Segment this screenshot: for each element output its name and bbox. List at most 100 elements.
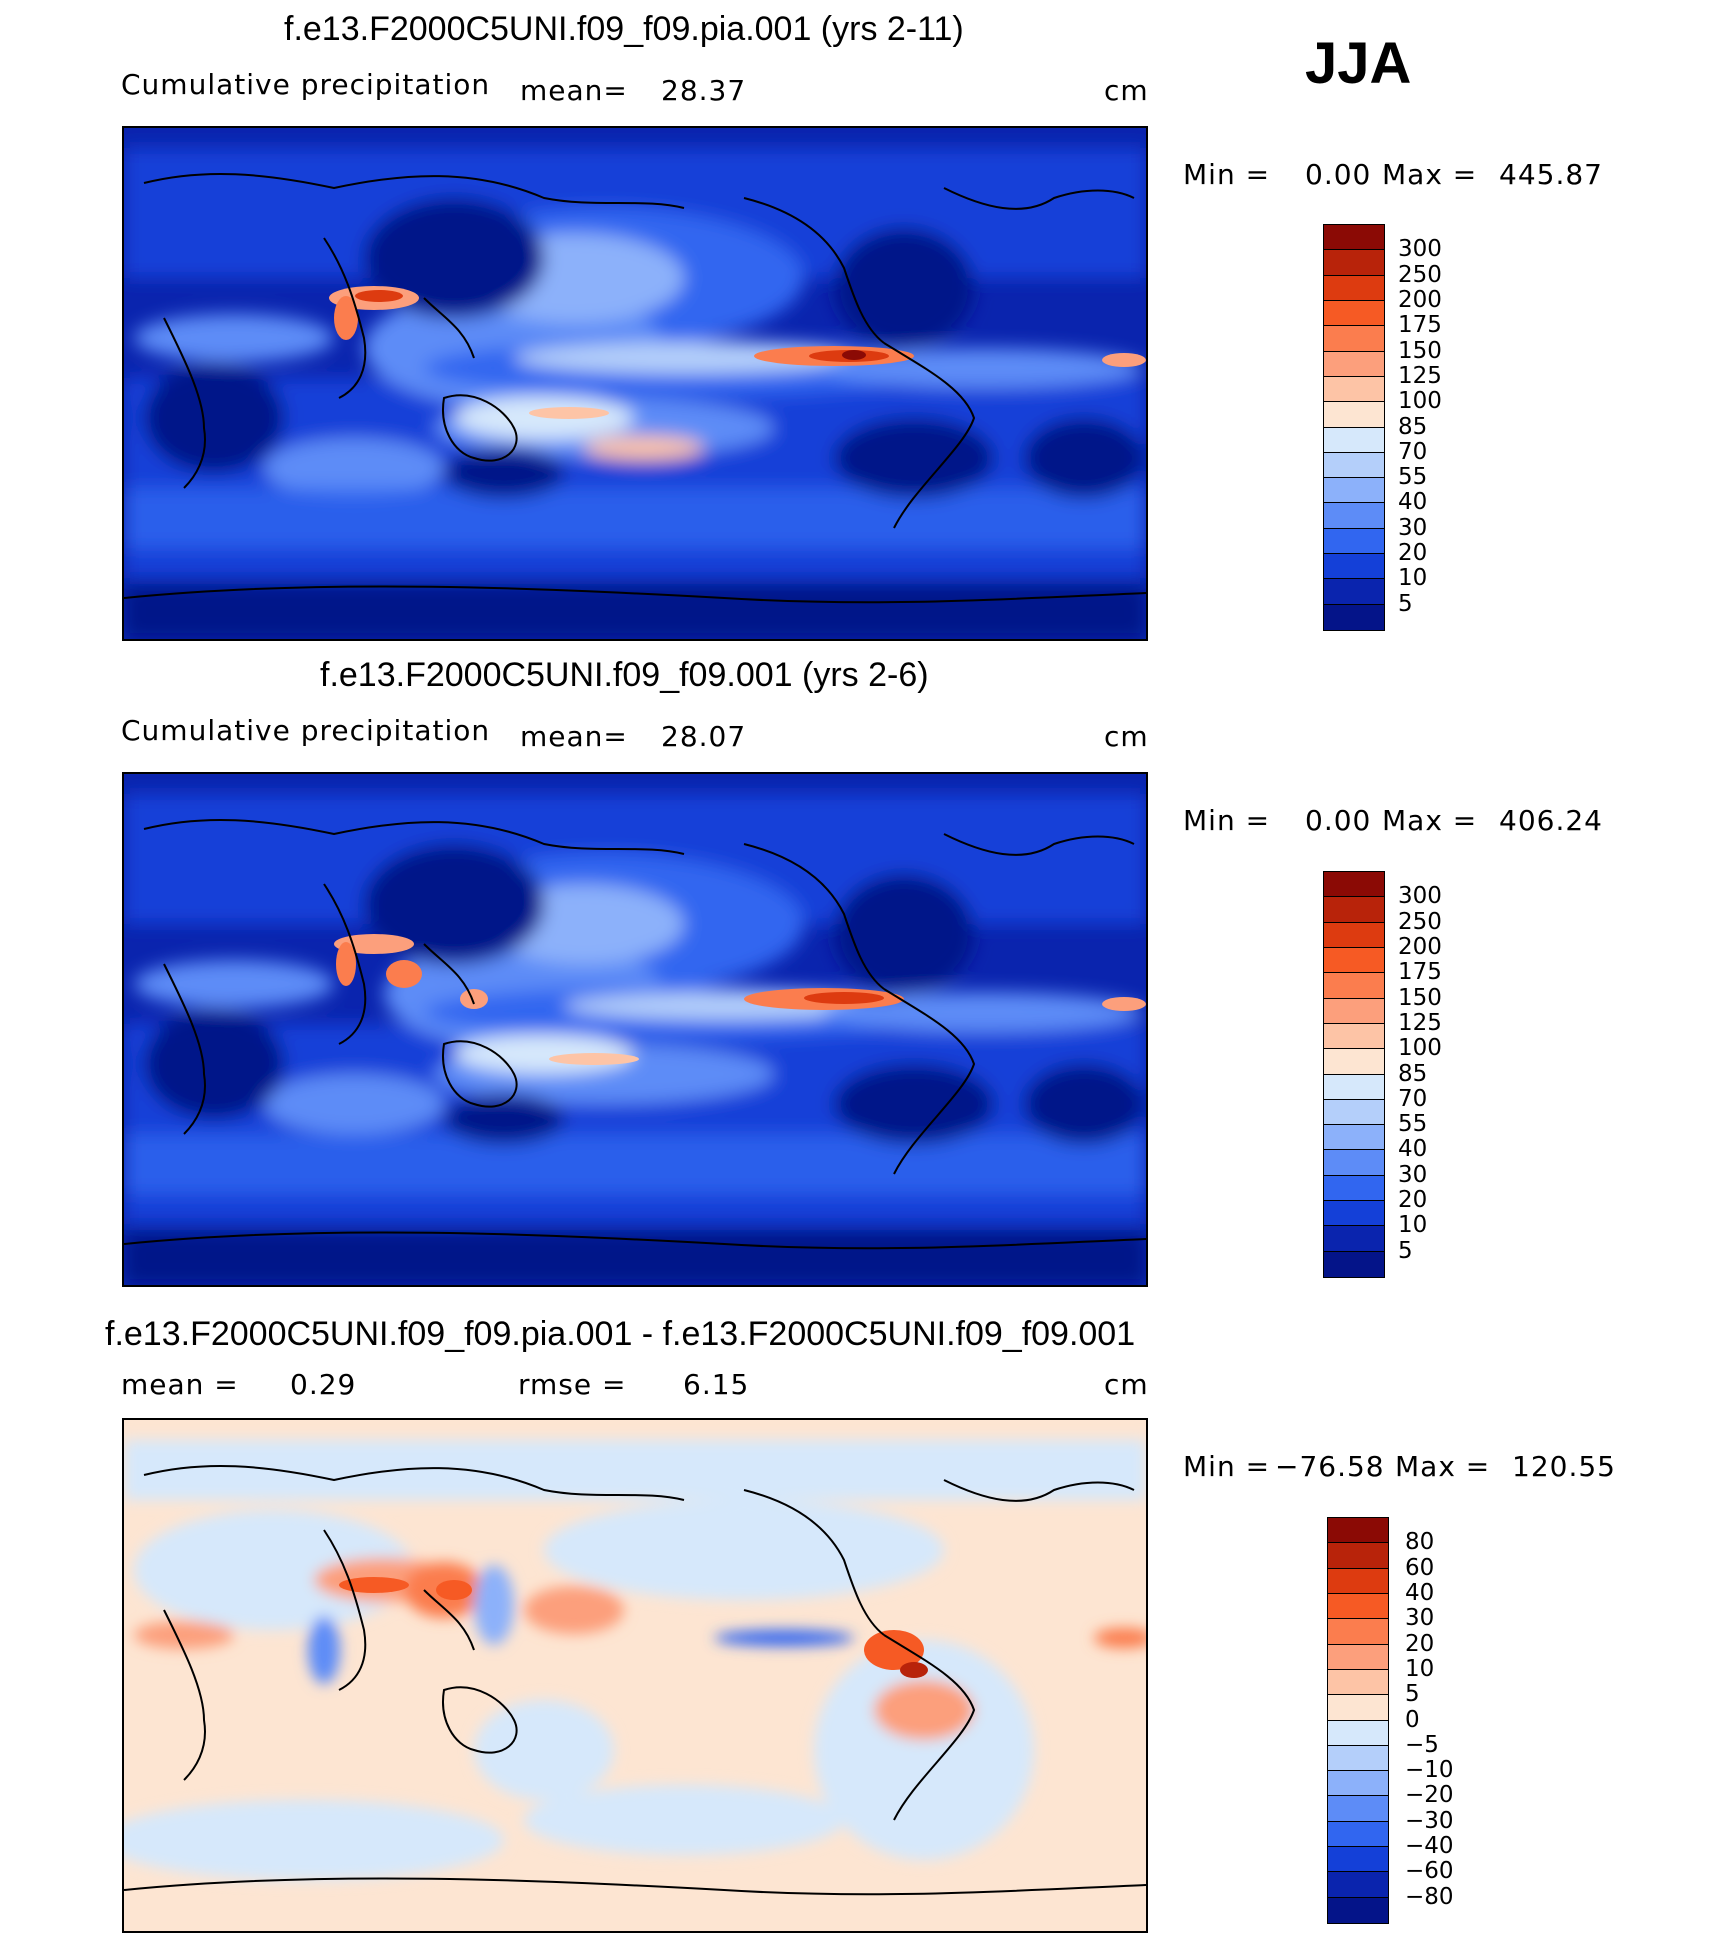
colorbar-tick-label: 175 (1398, 959, 1442, 986)
colorbar-tick-label: 5 (1405, 1681, 1420, 1708)
colorbar-swatch (1324, 250, 1384, 276)
colorbar-swatch (1328, 1771, 1388, 1797)
panel2-max-label: Max = (1382, 804, 1478, 837)
colorbar-swatch (1324, 872, 1384, 898)
panel2-mean-value: 28.07 (661, 720, 747, 753)
colorbar-tick-label: 10 (1398, 565, 1428, 592)
colorbar-swatch (1324, 554, 1384, 580)
colorbar-swatch (1324, 275, 1384, 301)
colorbar-tick-label: −30 (1405, 1807, 1454, 1834)
panel3-rmse-label: rmse = (518, 1368, 627, 1401)
colorbar-tick-label: 250 (1398, 261, 1442, 288)
panel3-mean-label: mean = (121, 1368, 239, 1401)
colorbar-tick-label: −5 (1405, 1731, 1439, 1758)
colorbar-swatch (1324, 503, 1384, 529)
panel1-max-label: Max = (1382, 158, 1478, 191)
panel3-max-label: Max = (1395, 1450, 1491, 1483)
colorbar-swatch (1324, 376, 1384, 403)
colorbar-tick-label: 10 (1398, 1212, 1428, 1239)
colorbar-swatch (1324, 402, 1384, 428)
colorbar-tick-label: 100 (1398, 1035, 1442, 1062)
colorbar-tick-label: 60 (1405, 1554, 1435, 1581)
colorbar-tick-label: 30 (1405, 1605, 1435, 1632)
panel3-title: f.e13.F2000C5UNI.f09_f09.pia.001 - f.e13… (105, 1315, 1136, 1353)
colorbar-tick-label: 100 (1398, 388, 1442, 415)
colorbar-swatch (1324, 528, 1384, 555)
panel1-precip-map (122, 126, 1148, 641)
panel1-mean-value: 28.37 (661, 74, 747, 107)
panel3-max-value: 120.55 (1512, 1450, 1616, 1483)
panel3-units: cm (1104, 1368, 1149, 1401)
colorbar-tick-label: 20 (1398, 540, 1428, 567)
colorbar-tick-label: 55 (1398, 464, 1428, 491)
colorbar-tick-label: 30 (1398, 514, 1428, 541)
colorbar-swatch (1324, 1023, 1384, 1050)
panel2-min-label: Min = (1183, 804, 1271, 837)
colorbar-swatch (1324, 1074, 1384, 1100)
colorbar-tick-label: −80 (1405, 1883, 1454, 1910)
colorbar-tick-label: 10 (1405, 1655, 1435, 1682)
colorbar-swatch (1324, 326, 1384, 352)
panel2-colorbar (1323, 871, 1385, 1278)
colorbar-swatch (1324, 1175, 1384, 1202)
panel2-colorbar-labels: 300 250 200 175 150 125 100 85 70 55 40 30 20 10 5 (1398, 871, 1488, 1276)
panel1-max-value: 445.87 (1499, 158, 1603, 191)
colorbar-tick-label: 30 (1398, 1161, 1428, 1188)
colorbar-swatch (1328, 1543, 1388, 1569)
colorbar-swatch (1328, 1897, 1388, 1923)
colorbar-tick-label: 85 (1398, 413, 1428, 440)
colorbar-tick-label: 80 (1405, 1529, 1435, 1556)
colorbar-swatch (1328, 1720, 1388, 1746)
colorbar-tick-label: 175 (1398, 312, 1442, 339)
colorbar-swatch (1328, 1619, 1388, 1645)
colorbar-tick-label: 200 (1398, 286, 1442, 313)
panel2-mean-label: mean= (520, 720, 628, 753)
colorbar-tick-label: 85 (1398, 1060, 1428, 1087)
colorbar-tick-label: −10 (1405, 1757, 1454, 1784)
colorbar-swatch (1328, 1872, 1388, 1898)
panel1-units: cm (1104, 74, 1149, 107)
panel3-min-label: Min = (1183, 1450, 1271, 1483)
colorbar-swatch (1328, 1847, 1388, 1873)
panel3-min-value: −76.58 (1275, 1450, 1385, 1483)
colorbar-tick-label: −40 (1405, 1833, 1454, 1860)
panel2-precip-map (122, 772, 1148, 1287)
panel3-colorbar-labels: 80 60 40 30 20 10 5 0 −5 −10 −20 −30 −40 −60 −80 (1405, 1517, 1495, 1922)
colorbar-tick-label: 150 (1398, 984, 1442, 1011)
colorbar-swatch (1324, 947, 1384, 974)
colorbar-tick-label: 0 (1405, 1706, 1420, 1733)
colorbar-swatch (1324, 1125, 1384, 1151)
panel3-rmse-value: 6.15 (683, 1368, 750, 1401)
panel1-min-label: Min = (1183, 158, 1271, 191)
colorbar-swatch (1324, 351, 1384, 377)
colorbar-swatch (1324, 1049, 1384, 1075)
colorbar-tick-label: 55 (1398, 1111, 1428, 1138)
colorbar-tick-label: 20 (1405, 1630, 1435, 1657)
season-label: JJA (1305, 31, 1412, 96)
colorbar-tick-label: 40 (1398, 489, 1428, 516)
panel2-units: cm (1104, 720, 1149, 753)
colorbar-tick-label: 300 (1398, 883, 1442, 910)
panel1-variable-label: Cumulative precipitation (121, 68, 491, 101)
colorbar-tick-label: 300 (1398, 236, 1442, 263)
colorbar-swatch (1324, 1099, 1384, 1126)
colorbar-tick-label: 125 (1398, 362, 1442, 389)
colorbar-swatch (1324, 579, 1384, 605)
colorbar-swatch (1328, 1669, 1388, 1696)
colorbar-tick-label: −20 (1405, 1782, 1454, 1809)
panel2-max-value: 406.24 (1499, 804, 1603, 837)
panel1-title: f.e13.F2000C5UNI.f09_f09.pia.001 (yrs 2-… (284, 10, 964, 48)
colorbar-swatch (1324, 478, 1384, 504)
panel1-mean-label: mean= (520, 74, 628, 107)
colorbar-tick-label: 70 (1398, 1085, 1428, 1112)
colorbar-swatch (1328, 1745, 1388, 1772)
panel3-mean-value: 0.29 (290, 1368, 357, 1401)
colorbar-swatch (1324, 1251, 1384, 1277)
colorbar-tick-label: 40 (1405, 1579, 1435, 1606)
panel1-colorbar-labels: 300 250 200 175 150 125 100 85 70 55 40 30 20 10 5 (1398, 224, 1488, 629)
colorbar-swatch (1324, 427, 1384, 453)
panel3-colorbar (1327, 1517, 1389, 1924)
panel1-colorbar (1323, 224, 1385, 631)
panel3-difference-map (122, 1418, 1148, 1933)
colorbar-swatch (1324, 225, 1384, 251)
